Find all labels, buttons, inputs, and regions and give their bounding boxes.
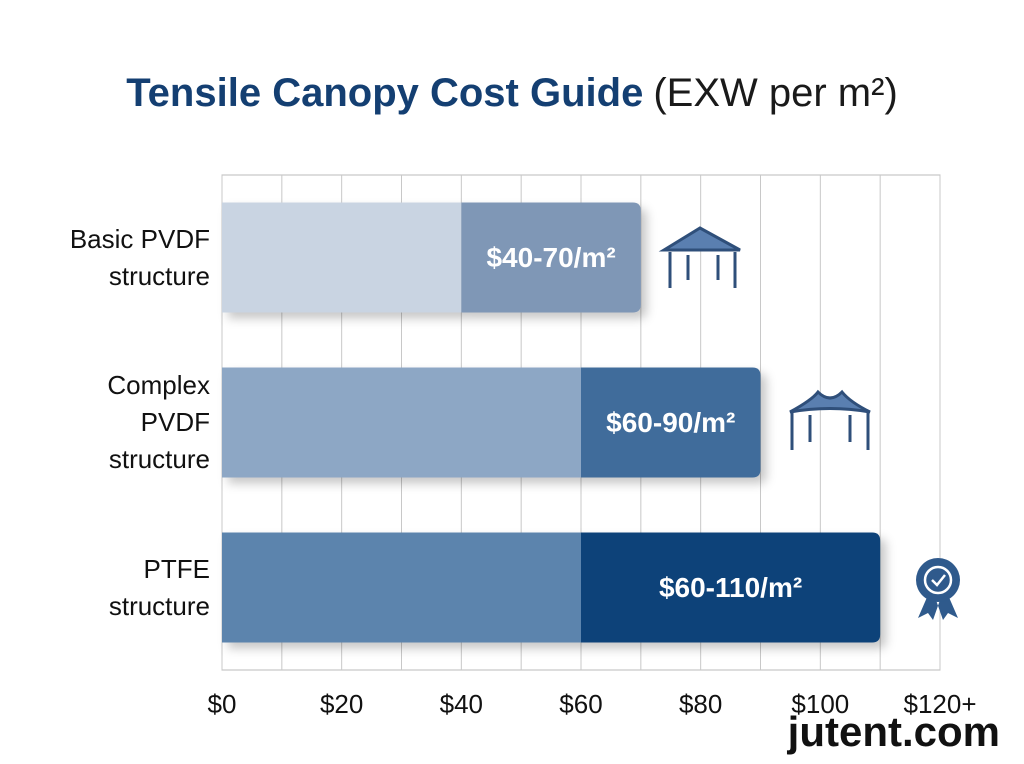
bar-group xyxy=(222,532,881,643)
value-label: $40-70/m² xyxy=(486,242,615,273)
tent-icon xyxy=(789,389,871,450)
bar-group xyxy=(222,367,761,478)
bar-range xyxy=(581,532,881,643)
chart-title: Tensile Canopy Cost Guide (EXW per m²) xyxy=(126,71,898,115)
x-tick-label: $120+ xyxy=(903,689,976,719)
value-label: $60-110/m² xyxy=(659,572,802,603)
x-tick-label: $60 xyxy=(559,689,602,719)
y-tick-label: Basic PVDF structure xyxy=(69,223,210,291)
y-tick-label: PTFE structure xyxy=(108,553,210,621)
value-label: $60-90/m² xyxy=(606,407,735,438)
bar-base xyxy=(222,202,462,313)
watermark: jutent.com xyxy=(787,708,1000,755)
x-tick-label: $0 xyxy=(208,689,237,719)
x-tick-label: $80 xyxy=(679,689,722,719)
bar-group xyxy=(222,202,641,313)
category-label-box: PTFE structure xyxy=(40,533,210,643)
bar-base xyxy=(222,532,581,643)
x-tick-label: $100 xyxy=(791,689,849,719)
category-label-box: Basic PVDF structure xyxy=(40,203,210,313)
x-tick-label: $40 xyxy=(440,689,483,719)
tent-icon xyxy=(658,226,741,288)
bar-base xyxy=(222,367,581,478)
title: Tensile Canopy Cost Guide xyxy=(126,71,643,115)
x-tick-label: $20 xyxy=(320,689,363,719)
category-label-box: Complex PVDF structure xyxy=(40,368,210,478)
subtitle: (EXW per m²) xyxy=(653,71,897,115)
bar-range xyxy=(581,367,761,478)
y-tick-label: Complex PVDF structure xyxy=(107,370,210,474)
bar-range xyxy=(461,202,641,313)
award-icon xyxy=(916,558,960,620)
